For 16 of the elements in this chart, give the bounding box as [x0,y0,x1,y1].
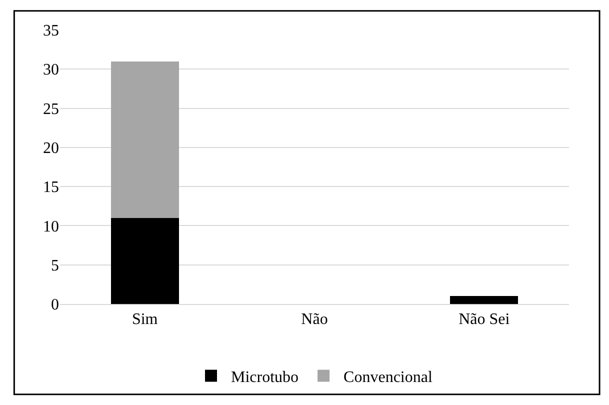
bar [110,61,179,218]
legend-label: Convencional [344,368,433,386]
bar [450,296,518,304]
y-tick-label: 15 [43,179,59,196]
x-tick-label: Não [301,311,328,328]
y-tick-label: 25 [43,100,59,118]
y-tick-label: 0 [51,296,59,314]
x-tick-label: Sim [132,311,158,328]
y-tick-label: 10 [43,218,59,236]
bar [110,218,179,304]
y-tick-label: 5 [51,257,59,274]
x-tick-label: Não Sei [458,311,510,328]
legend-label: Microtubo [231,368,299,386]
y-tick-label: 35 [43,22,59,40]
y-tick-label: 20 [43,140,59,158]
y-tick-label: 30 [43,62,59,79]
